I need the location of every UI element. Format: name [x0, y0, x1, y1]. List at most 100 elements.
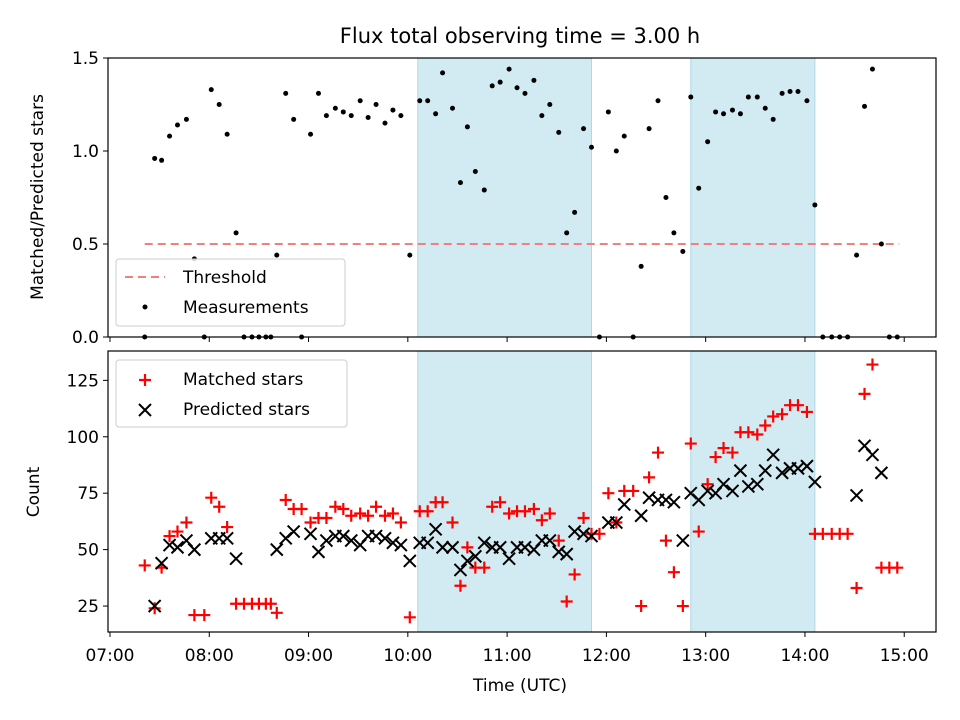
matched-stars-point	[446, 516, 459, 529]
measurements-point	[489, 83, 495, 89]
matched-stars-point	[213, 500, 226, 513]
measurements-point	[646, 126, 652, 132]
matched-stars-point	[635, 600, 648, 613]
predicted-stars-legend-swatch	[138, 403, 152, 417]
predicted-stars-point	[162, 538, 177, 552]
measurements-point	[398, 113, 404, 119]
measurements-point	[440, 70, 446, 76]
measurements-point	[323, 113, 329, 119]
measurements-point	[787, 88, 793, 94]
x-axis-label: Time (UTC)	[472, 676, 567, 696]
measurements-point	[878, 241, 884, 247]
predicted-stars-point	[775, 466, 789, 480]
measurements-point	[283, 90, 289, 96]
bottom-y-tick-label: 100	[67, 428, 99, 448]
matched-stars-point	[684, 437, 697, 450]
matched-stars-point	[386, 507, 399, 520]
matched-stars-point	[577, 512, 590, 525]
bottom-legend: Matched stars Predicted stars	[115, 359, 348, 428]
matched-stars-point	[717, 442, 730, 455]
matched-stars-point	[320, 512, 333, 525]
predicted-stars-point	[667, 495, 681, 509]
matched-stars-point	[503, 507, 516, 520]
predicted-stars-point	[147, 599, 162, 613]
matched-stars-point	[180, 516, 193, 529]
measurements-point	[572, 209, 578, 215]
matched-stars-point	[800, 405, 813, 418]
measurements-point	[613, 148, 619, 154]
predicted-stars-point	[369, 529, 383, 543]
predicted-stars-point	[344, 533, 358, 548]
matched-stars-legend-swatch	[139, 374, 151, 386]
matched-stars-point	[767, 410, 780, 423]
measurements-point	[688, 94, 694, 100]
matched-stars-point	[627, 484, 640, 497]
measurements-point	[713, 109, 719, 115]
matched-stars-legend-label: Matched stars	[183, 370, 303, 390]
matched-stars-point	[568, 568, 581, 581]
measurements-point	[340, 109, 346, 115]
predicted-stars-point	[700, 484, 715, 498]
measurements-point	[407, 252, 413, 258]
measurements-point	[522, 90, 528, 96]
matched-stars-point	[709, 451, 722, 464]
matched-stars-point	[552, 534, 565, 547]
top-plot-frame	[107, 57, 937, 338]
x-tick-label: 14:00	[780, 646, 829, 666]
measurements-point	[365, 115, 371, 121]
matched-stars-point	[535, 514, 548, 527]
matched-stars-point	[337, 502, 350, 515]
predicted-stars-point	[552, 545, 566, 559]
predicted-stars-point	[229, 551, 243, 566]
predicted-stars-point	[725, 484, 740, 498]
x-tick-label: 15:00	[880, 646, 929, 666]
matched-stars-point	[461, 541, 474, 554]
matched-stars-point	[198, 609, 211, 622]
matched-stars-point	[792, 399, 804, 412]
measurements-point	[506, 66, 512, 72]
measurements-point	[795, 88, 801, 94]
predicted-stars-point	[386, 536, 400, 550]
predicted-stars-point	[543, 533, 557, 548]
measurements-point	[539, 113, 545, 119]
matched-stars-point	[171, 525, 184, 538]
measurements-point	[564, 230, 570, 236]
matched-stars-point	[751, 428, 764, 441]
predicted-stars-point	[303, 527, 318, 541]
matched-stars-point	[850, 581, 863, 594]
measurements-point	[497, 79, 503, 85]
predicted-stars-point	[676, 533, 690, 548]
measurements-point	[869, 66, 875, 72]
predicted-stars-point	[808, 475, 822, 489]
matched-stars-point	[527, 502, 540, 515]
matched-stars-point	[295, 502, 308, 515]
measurements-point	[417, 98, 423, 104]
matched-stars-point	[205, 491, 218, 504]
predicted-stars-point	[733, 463, 748, 478]
predicted-stars-point	[493, 540, 507, 555]
predicted-stars-point	[435, 540, 450, 555]
measurements-point	[348, 113, 354, 119]
x-tick-label: 10:00	[383, 646, 432, 666]
measurements-point	[425, 98, 431, 104]
measurements-point	[224, 131, 230, 137]
matched-stars-point	[643, 471, 656, 484]
measurements-point	[464, 124, 470, 130]
predicted-stars-point	[403, 554, 417, 568]
matched-stars-point	[866, 358, 879, 371]
measurements-point	[696, 185, 702, 191]
measurements-point	[729, 107, 735, 113]
measurements-point	[745, 94, 751, 100]
measurements-point	[754, 94, 760, 100]
matched-stars-point	[279, 493, 292, 506]
measurements-point	[159, 157, 165, 163]
x-tick-label: 08:00	[185, 646, 234, 666]
measurements-point	[762, 105, 768, 111]
x-tick-label: 12:00	[582, 646, 631, 666]
measurements-point	[373, 102, 379, 107]
predicted-stars-point	[559, 547, 574, 561]
measurements-point	[167, 133, 173, 139]
measurements-point	[531, 77, 537, 83]
bottom-plot-frame	[107, 350, 937, 633]
bottom-y-tick-label: 50	[77, 541, 99, 561]
